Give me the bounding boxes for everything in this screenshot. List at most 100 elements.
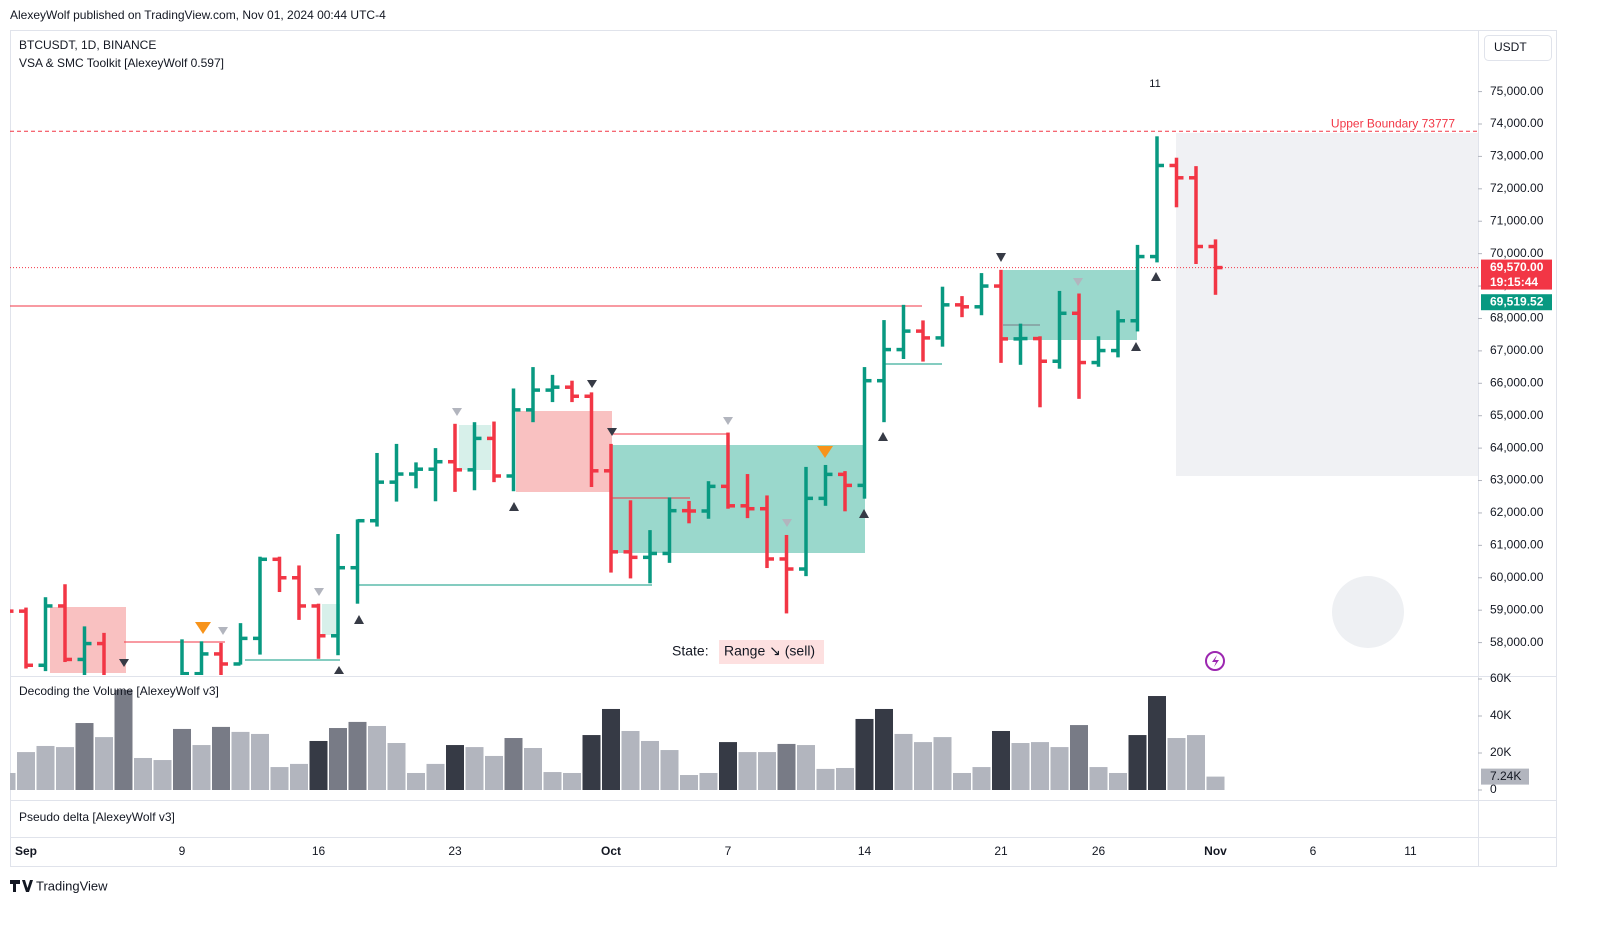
- bar-range: [5, 596, 9, 619]
- volume-bar: [10, 772, 16, 790]
- bar-close: [338, 565, 345, 570]
- bar-range: [1057, 290, 1062, 369]
- byline: AlexeyWolf published on TradingView.com,…: [10, 8, 386, 22]
- bar-open: [487, 436, 494, 441]
- volume-bar: [1128, 735, 1147, 790]
- bar-range: [1038, 336, 1042, 408]
- signal: [1151, 272, 1161, 281]
- volume-bar: [75, 723, 94, 790]
- bar-range: [940, 286, 945, 347]
- bar-close: [611, 550, 618, 554]
- bar-range: [258, 556, 262, 655]
- volume-bar: [56, 747, 74, 790]
- bar-open: [1150, 254, 1157, 259]
- bar-close: [10, 609, 14, 613]
- bar-open: [409, 472, 416, 476]
- bar-open: [779, 557, 787, 561]
- bar-open: [194, 671, 202, 675]
- volume-bar: [758, 752, 776, 790]
- volume-current-box: [1481, 768, 1529, 785]
- bar-close: [552, 385, 560, 389]
- annotation: 11: [1149, 78, 1160, 90]
- y-tick-label: 67,000.00: [1490, 343, 1544, 357]
- bar-open: [292, 576, 299, 580]
- volume-bar: [777, 743, 796, 790]
- signal: [817, 446, 833, 458]
- volume-bar: [153, 760, 172, 790]
- currency[interactable]: USDT: [1494, 40, 1527, 54]
- volume-bar: [17, 752, 35, 790]
- bar-close: [1215, 265, 1223, 270]
- volume-bar: [348, 721, 367, 790]
- volume-tick-label: 60K: [1490, 671, 1511, 685]
- signals: [119, 253, 1161, 674]
- x-tick-label: 6: [1310, 844, 1317, 858]
- volume-bar: [1011, 743, 1030, 790]
- bar-close: [163, 742, 170, 746]
- y-tick-label: 62,000.00: [1490, 505, 1544, 519]
- x-tick-label: 14: [858, 844, 872, 858]
- bar-close: [1157, 163, 1164, 168]
- bar-range: [843, 471, 847, 512]
- bar-close: [435, 459, 443, 464]
- bar-close: [689, 509, 696, 513]
- bar-close: [318, 634, 326, 638]
- signal: [878, 432, 888, 441]
- volume-bar: [290, 763, 308, 790]
- bar-close: [26, 663, 33, 668]
- volume-bar: [309, 740, 328, 790]
- signal: [334, 666, 344, 674]
- volume-bar: [699, 772, 718, 790]
- bar-open: [331, 634, 338, 638]
- bar-close: [396, 472, 404, 476]
- bar-open: [1189, 176, 1196, 180]
- volume-tick-label: 40K: [1490, 708, 1511, 722]
- bar-close: [942, 303, 950, 307]
- supply-zone: [50, 607, 126, 673]
- bar-close: [299, 604, 306, 608]
- bar-open: [799, 567, 806, 571]
- bar-open: [214, 652, 221, 656]
- bar-open: [1052, 359, 1060, 364]
- axes: 58,000.00 59,000.00 60,000.00 61,000.00 62,0…: [15, 84, 1552, 858]
- bar-close: [825, 472, 833, 477]
- bar-close: [786, 567, 794, 571]
- y-tick-label: 70,000.00: [1490, 246, 1544, 260]
- bar-close: [260, 557, 267, 562]
- bar-close: [182, 671, 189, 675]
- y-tick-label: 71,000.00: [1490, 213, 1544, 227]
- bar-close: [416, 467, 423, 471]
- bar-close: [864, 378, 872, 383]
- alert-icon: [1212, 655, 1219, 667]
- volume-bar: [621, 730, 640, 790]
- volume-bar: [407, 772, 425, 790]
- volume-bar: [816, 768, 835, 790]
- alert-icon: [1205, 651, 1225, 671]
- bar-open: [760, 506, 767, 511]
- volume-bar: [602, 708, 620, 790]
- bar-open: [1208, 244, 1216, 249]
- volume-bar: [329, 728, 347, 790]
- bar-range: [238, 623, 243, 665]
- upper-boundary-label: Upper Boundary 73777: [1331, 116, 1455, 130]
- currency-box[interactable]: [1484, 35, 1552, 61]
- bar-close: [591, 469, 599, 473]
- volume-bar: [134, 757, 152, 790]
- bar-close: [513, 408, 521, 412]
- bar-open: [253, 636, 260, 641]
- indicator: VSA & SMC Toolkit [AlexeyWolf 0.597]: [19, 56, 224, 70]
- bar-open: [604, 469, 611, 473]
- bar-open: [1013, 337, 1021, 341]
- bar-close: [84, 641, 92, 646]
- y-tick-label: 59,000.00: [1490, 602, 1544, 616]
- bar-range: [355, 519, 360, 604]
- bar-range: [1018, 323, 1023, 365]
- bar-open: [857, 483, 865, 488]
- bar-range: [1077, 293, 1081, 399]
- bar-open: [1111, 348, 1118, 353]
- bar-close: [1040, 359, 1047, 364]
- volume-bar: [95, 737, 113, 790]
- bar-open: [623, 550, 631, 554]
- bar-range: [1155, 136, 1159, 263]
- bar-open: [896, 347, 904, 352]
